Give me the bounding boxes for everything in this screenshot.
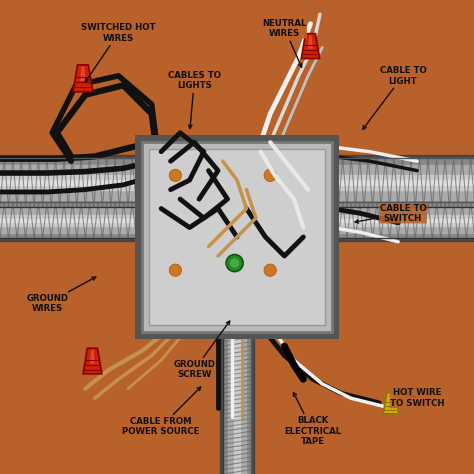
Text: BLACK
ELECTRICAL
TAPE: BLACK ELECTRICAL TAPE: [284, 392, 341, 446]
Polygon shape: [90, 350, 95, 364]
Polygon shape: [389, 394, 393, 405]
Polygon shape: [383, 392, 399, 414]
Text: SWITCHED HOT
WIRES: SWITCHED HOT WIRES: [81, 24, 156, 82]
Circle shape: [226, 255, 243, 272]
Text: CABLE TO
SWITCH: CABLE TO SWITCH: [355, 204, 426, 223]
Text: GROUND
SCREW: GROUND SCREW: [173, 321, 230, 379]
Polygon shape: [73, 65, 93, 92]
Text: CABLE FROM
POWER SOURCE: CABLE FROM POWER SOURCE: [122, 387, 201, 436]
FancyBboxPatch shape: [135, 135, 339, 339]
Circle shape: [264, 169, 276, 182]
Polygon shape: [80, 67, 86, 81]
Circle shape: [230, 258, 239, 268]
FancyBboxPatch shape: [142, 142, 332, 332]
Text: CABLES TO
LIGHTS: CABLES TO LIGHTS: [168, 71, 221, 128]
Circle shape: [264, 264, 276, 276]
Circle shape: [169, 264, 182, 276]
FancyBboxPatch shape: [149, 149, 325, 325]
Text: GROUND
WIRES: GROUND WIRES: [27, 277, 96, 313]
Circle shape: [169, 169, 182, 182]
Polygon shape: [308, 36, 313, 49]
Text: CABLE TO
LIGHT: CABLE TO LIGHT: [363, 66, 426, 129]
Text: NEUTRAL
WIRES: NEUTRAL WIRES: [262, 19, 307, 67]
Polygon shape: [83, 348, 102, 374]
Polygon shape: [301, 34, 319, 59]
Text: HOT WIRE
TO SWITCH: HOT WIRE TO SWITCH: [390, 389, 444, 408]
